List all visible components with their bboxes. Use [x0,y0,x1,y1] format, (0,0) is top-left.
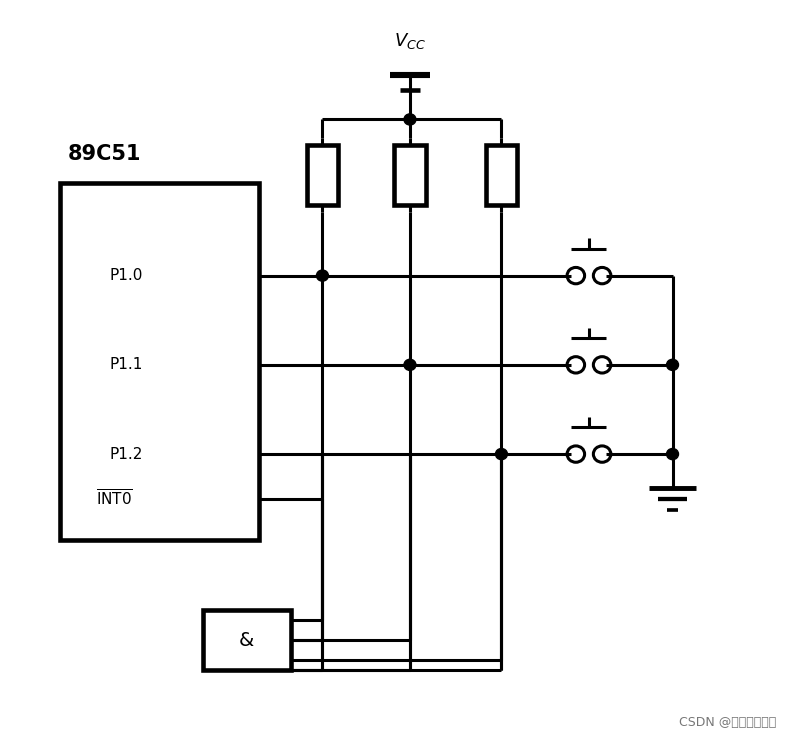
Circle shape [403,114,415,125]
Text: P1.1: P1.1 [109,357,143,372]
Circle shape [495,448,507,459]
Text: P1.0: P1.0 [109,268,143,283]
Circle shape [666,359,678,371]
Bar [306,145,338,205]
Text: &: & [239,630,255,650]
Bar [485,145,516,205]
Circle shape [316,270,328,281]
Circle shape [666,448,678,459]
Bar [203,611,290,670]
Bar [59,183,259,540]
Text: 89C51: 89C51 [67,144,141,164]
Text: $\overline{\mathrm{INT0}}$: $\overline{\mathrm{INT0}}$ [96,489,132,509]
Text: CSDN @阿杰学习笔记: CSDN @阿杰学习笔记 [678,716,775,729]
Bar [393,145,426,205]
Circle shape [403,359,415,371]
Text: P1.2: P1.2 [109,447,143,462]
Text: $V_{CC}$: $V_{CC}$ [393,31,426,51]
